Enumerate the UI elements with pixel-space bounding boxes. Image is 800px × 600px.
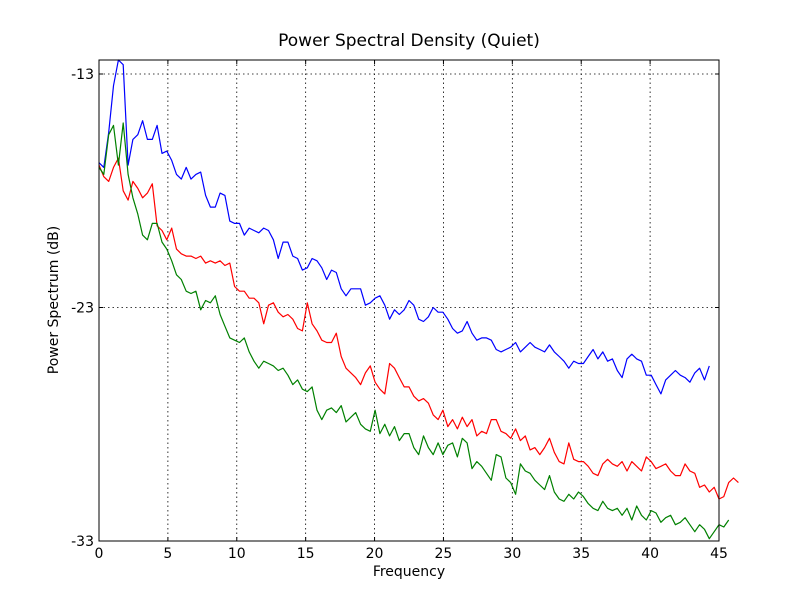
- x-tick-label: 5: [163, 546, 172, 562]
- x-tick-label: 15: [297, 546, 315, 562]
- y-axis-label: Power Spectrum (dB): [46, 226, 62, 374]
- x-tick-label: 35: [572, 546, 590, 562]
- series-line-1: [98, 59, 710, 395]
- x-axis-label: Frequency: [373, 564, 445, 580]
- x-tick-labels: 0 5 10 15 20 25 30 35 40 45: [95, 546, 728, 562]
- x-tick-label: 30: [503, 546, 521, 562]
- ticks: [98, 60, 720, 542]
- x-tick-label: 40: [641, 546, 659, 562]
- x-tick-label: 45: [710, 546, 728, 562]
- x-tick-label: 10: [228, 546, 246, 562]
- series-line-2: [98, 157, 739, 500]
- x-tick-label: 25: [435, 546, 453, 562]
- plot-frame: [98, 59, 720, 542]
- x-tick-label: 0: [95, 546, 104, 562]
- x-tick-label: 20: [366, 546, 384, 562]
- series-layer: [98, 59, 739, 540]
- chart-title: Power Spectral Density (Quiet): [278, 31, 540, 51]
- y-tick-label: -13: [71, 67, 94, 83]
- series-line-3: [98, 122, 730, 540]
- y-tick-label: -33: [71, 534, 94, 550]
- y-tick-label: -23: [71, 301, 94, 317]
- y-tick-labels: -13 -23 -33: [71, 67, 94, 550]
